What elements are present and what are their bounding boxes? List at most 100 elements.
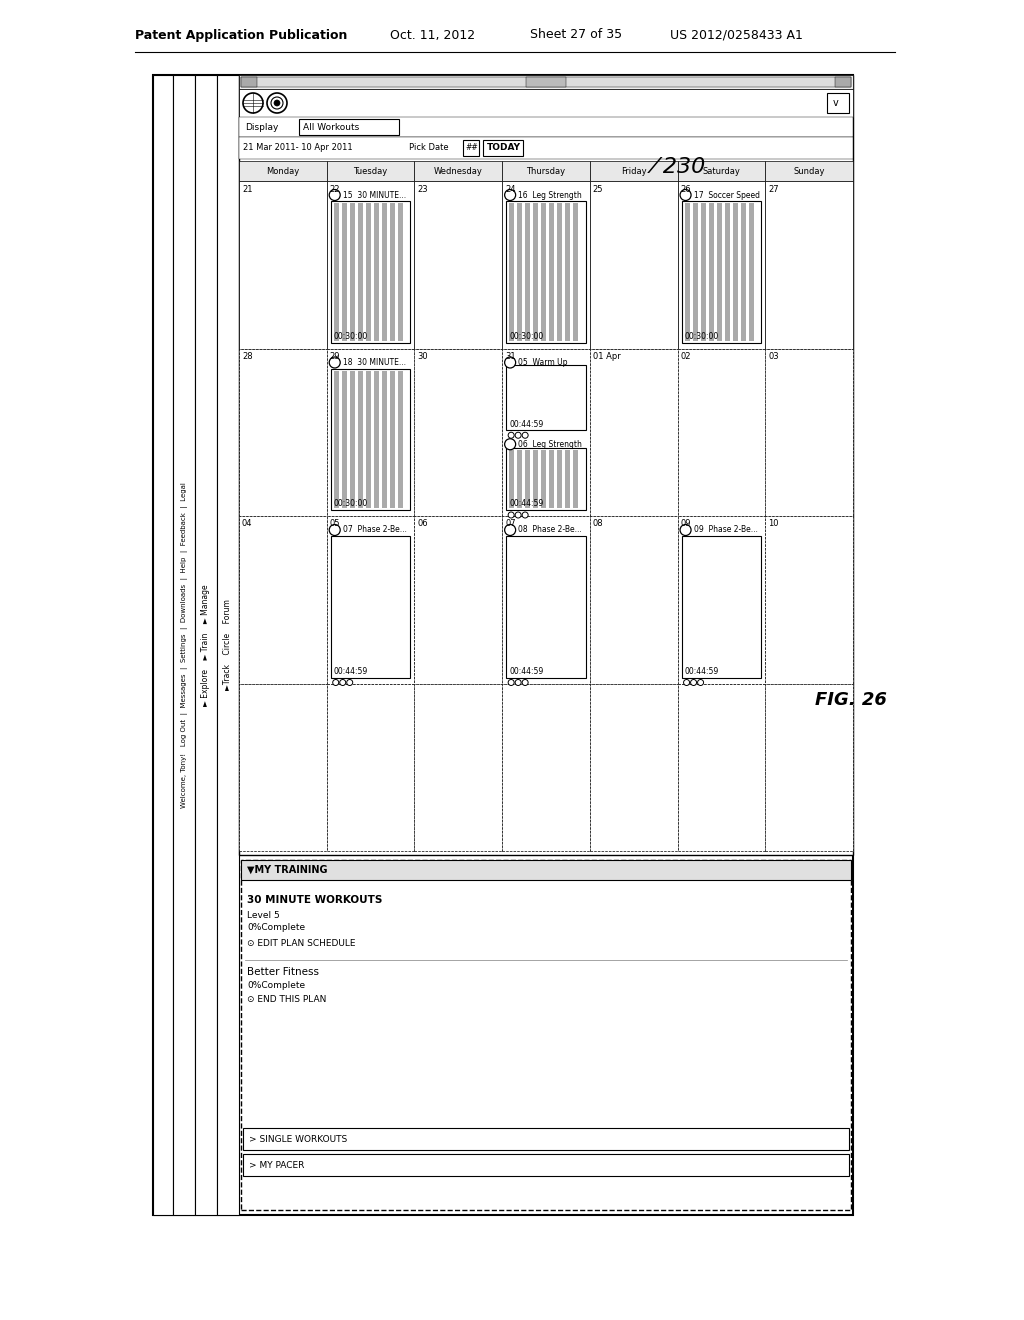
- Text: 09: 09: [681, 520, 691, 528]
- Text: 06  Leg Strength: 06 Leg Strength: [518, 440, 582, 449]
- Bar: [506, 449, 586, 510]
- Bar: [525, 203, 530, 341]
- Text: 24: 24: [505, 185, 516, 194]
- Bar: [573, 450, 579, 508]
- Bar: [765, 684, 853, 851]
- Text: 08: 08: [593, 520, 603, 528]
- Bar: [239, 137, 853, 158]
- Bar: [749, 203, 754, 341]
- Text: TODAY: TODAY: [487, 144, 521, 153]
- Bar: [700, 203, 706, 341]
- Bar: [685, 203, 689, 341]
- Text: 10: 10: [768, 520, 779, 528]
- Circle shape: [329, 524, 340, 536]
- Bar: [239, 75, 853, 855]
- Bar: [331, 536, 411, 677]
- Bar: [590, 684, 678, 851]
- Text: 00:44:59: 00:44:59: [685, 667, 719, 676]
- Bar: [331, 201, 411, 342]
- Text: 18  30 MINUTE...: 18 30 MINUTE...: [343, 358, 406, 367]
- Bar: [541, 450, 546, 508]
- Text: ⊙ EDIT PLAN SCHEDULE: ⊙ EDIT PLAN SCHEDULE: [247, 940, 355, 949]
- Bar: [590, 161, 678, 181]
- Circle shape: [690, 680, 696, 685]
- Text: Sheet 27 of 35: Sheet 27 of 35: [530, 29, 623, 41]
- Bar: [502, 181, 590, 348]
- Bar: [765, 181, 853, 348]
- Text: 00:30:00: 00:30:00: [334, 499, 368, 508]
- Bar: [517, 450, 522, 508]
- Text: 06: 06: [418, 520, 428, 528]
- Bar: [483, 140, 523, 156]
- Text: 04: 04: [242, 520, 253, 528]
- Bar: [390, 203, 394, 341]
- Bar: [327, 181, 415, 348]
- Bar: [525, 450, 530, 508]
- Text: FIG. 26: FIG. 26: [815, 690, 887, 709]
- Text: 25: 25: [593, 185, 603, 194]
- Bar: [590, 516, 678, 684]
- Bar: [243, 1129, 849, 1150]
- Text: Oct. 11, 2012: Oct. 11, 2012: [390, 29, 475, 41]
- Text: Tuesday: Tuesday: [353, 166, 388, 176]
- Text: Level 5: Level 5: [247, 912, 280, 920]
- Bar: [732, 203, 737, 341]
- Text: 03: 03: [768, 352, 779, 360]
- Bar: [709, 203, 714, 341]
- Text: 00:30:00: 00:30:00: [334, 333, 368, 341]
- Text: 05: 05: [330, 520, 340, 528]
- Text: ⁄ 230: ⁄ 230: [653, 157, 707, 177]
- Circle shape: [522, 432, 528, 438]
- Circle shape: [522, 512, 528, 517]
- Text: Monday: Monday: [266, 166, 299, 176]
- Bar: [243, 1154, 849, 1176]
- Text: US 2012/0258433 A1: US 2012/0258433 A1: [670, 29, 803, 41]
- Circle shape: [340, 680, 346, 685]
- Bar: [350, 203, 354, 341]
- Bar: [725, 203, 729, 341]
- Bar: [549, 203, 554, 341]
- Text: 15  30 MINUTE...: 15 30 MINUTE...: [343, 190, 406, 199]
- Bar: [239, 161, 327, 181]
- Bar: [241, 861, 851, 1210]
- Circle shape: [333, 680, 339, 685]
- Bar: [526, 77, 566, 87]
- Circle shape: [508, 680, 514, 685]
- Circle shape: [505, 524, 516, 536]
- Circle shape: [684, 680, 689, 685]
- Bar: [415, 348, 502, 516]
- Text: 31: 31: [505, 352, 516, 360]
- Bar: [534, 450, 539, 508]
- Text: Display: Display: [245, 123, 279, 132]
- Circle shape: [515, 512, 521, 517]
- Bar: [239, 516, 327, 684]
- Text: ▼MY TRAINING: ▼MY TRAINING: [247, 865, 328, 875]
- Text: 01 Apr: 01 Apr: [593, 352, 621, 360]
- Bar: [502, 348, 590, 516]
- Bar: [502, 516, 590, 684]
- Bar: [678, 181, 765, 348]
- Text: 17  Soccer Speed: 17 Soccer Speed: [693, 190, 760, 199]
- Text: 07  Phase 2-Be...: 07 Phase 2-Be...: [343, 525, 407, 535]
- Bar: [239, 75, 853, 88]
- Circle shape: [515, 432, 521, 438]
- Circle shape: [329, 356, 340, 368]
- Bar: [678, 684, 765, 851]
- Text: 30: 30: [418, 352, 428, 360]
- Circle shape: [347, 680, 352, 685]
- Bar: [334, 371, 339, 508]
- Bar: [509, 203, 514, 341]
- Bar: [241, 77, 851, 87]
- Text: > SINGLE WORKOUTS: > SINGLE WORKOUTS: [249, 1134, 347, 1143]
- Bar: [765, 516, 853, 684]
- Bar: [415, 684, 502, 851]
- Text: ##: ##: [465, 144, 478, 153]
- Bar: [217, 75, 239, 1214]
- Bar: [366, 203, 371, 341]
- Circle shape: [505, 356, 516, 368]
- Text: Wednesday: Wednesday: [434, 166, 482, 176]
- Bar: [573, 203, 579, 341]
- Text: 00:44:59: 00:44:59: [509, 420, 544, 429]
- Bar: [334, 203, 339, 341]
- Text: Saturday: Saturday: [702, 166, 740, 176]
